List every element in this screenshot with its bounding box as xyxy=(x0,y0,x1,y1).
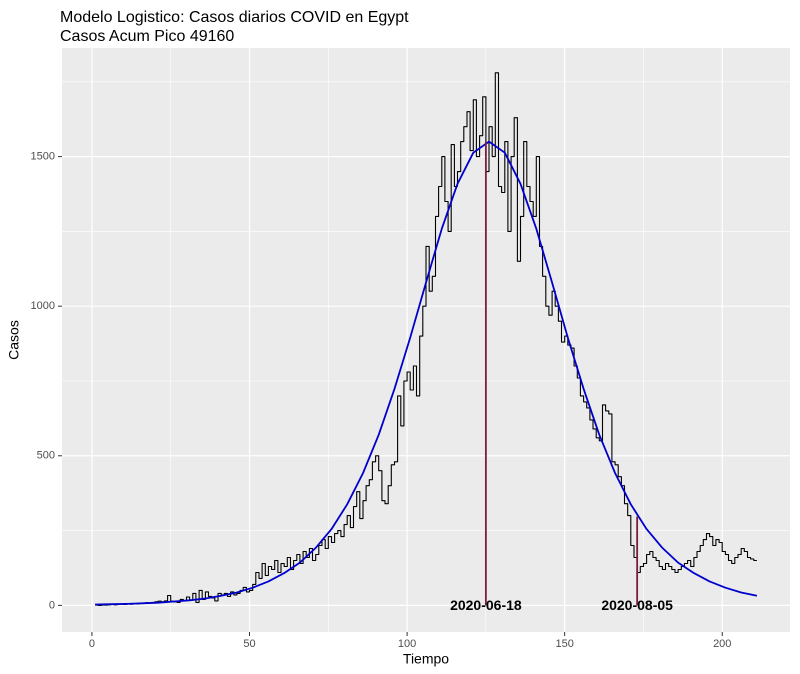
annotation-label: 2020-08-05 xyxy=(601,597,673,613)
x-tick-label: 150 xyxy=(555,638,573,650)
fit-line xyxy=(95,140,758,606)
y-axis-title: Casos xyxy=(6,320,22,360)
x-tick-label: 50 xyxy=(243,638,255,650)
chart-subtitle: Casos Acum Pico 49160 xyxy=(60,28,234,45)
annotation-label: 2020-06-18 xyxy=(450,597,522,613)
y-tick-label: 1500 xyxy=(31,151,55,163)
x-tick-label: 100 xyxy=(398,638,416,650)
chart-title: Modelo Logistico: Casos diarios COVID en… xyxy=(60,9,409,26)
step-line xyxy=(95,72,757,606)
y-tick-label: 500 xyxy=(37,450,55,462)
x-tick-label: 200 xyxy=(713,638,731,650)
y-tick-label: 0 xyxy=(49,599,55,611)
panel xyxy=(62,48,790,632)
x-tick-label: 0 xyxy=(89,638,95,650)
x-axis-title: Tiempo xyxy=(403,651,449,667)
y-tick-label: 1000 xyxy=(31,300,55,312)
